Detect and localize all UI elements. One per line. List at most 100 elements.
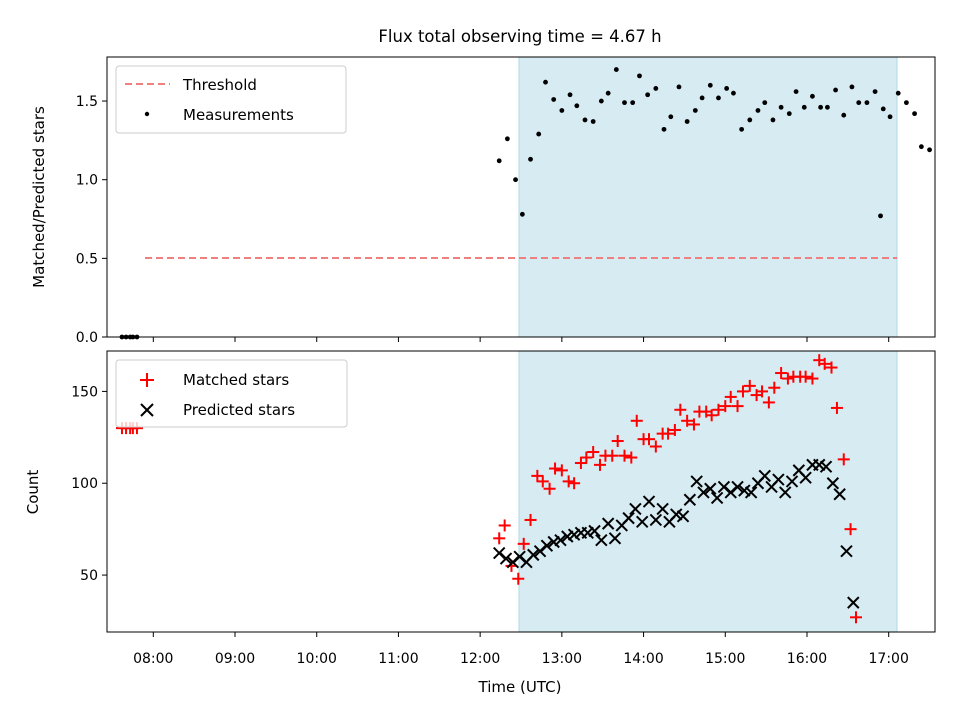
matched-point — [712, 403, 725, 416]
legend-predicted-swatch — [140, 403, 154, 417]
matched-point — [611, 434, 624, 447]
measurement-point — [590, 119, 596, 124]
matched-point — [555, 464, 568, 477]
measurement-point — [653, 86, 659, 91]
measurement-point — [637, 73, 642, 79]
measurement-point — [786, 111, 792, 117]
predicted-point — [710, 491, 724, 505]
top-shaded-span — [518, 56, 898, 338]
top-plot-frame — [106, 56, 936, 338]
measurement-point — [676, 84, 682, 90]
matched-point — [512, 572, 525, 585]
bottom-legend: Matched stars Predicted stars — [115, 359, 348, 428]
measurement-point — [598, 98, 604, 104]
matched-point — [837, 453, 850, 466]
legend-measurements-label: Measurements — [183, 106, 294, 124]
measurement-point — [872, 89, 878, 95]
measurement-point — [878, 213, 883, 219]
predicted-point — [656, 502, 669, 516]
measurement-point — [574, 103, 580, 109]
measurement-point — [793, 89, 799, 95]
x-axis-label: Time (UTC) — [478, 678, 562, 696]
bottom-y-tick-label: 100 — [71, 476, 98, 492]
measurement-point — [841, 112, 847, 118]
matched-point — [536, 475, 549, 488]
measurement-point — [551, 97, 557, 102]
measurement-point — [833, 87, 838, 93]
top-y-axis: 0.0 0.5 1.0 1.5 — [76, 94, 107, 346]
predicted-point — [540, 539, 554, 552]
matched-point — [662, 427, 675, 440]
measurement-point — [622, 100, 627, 106]
matched-point — [498, 519, 511, 532]
predicted-point — [819, 460, 833, 473]
matched-point — [587, 446, 600, 459]
measurement-point — [496, 158, 502, 164]
predicted-point — [785, 475, 799, 488]
bottom-x-tick-label: 14:00 — [623, 651, 663, 667]
legend-predicted-label: Predicted stars — [183, 401, 295, 419]
measurement-point — [684, 119, 690, 124]
matched-point — [743, 379, 756, 392]
predicted-point — [731, 480, 744, 494]
measurement-point — [849, 84, 855, 90]
matched-point — [705, 409, 718, 422]
bottom-y-tick-label: 50 — [80, 568, 98, 584]
legend-measurements-swatch — [144, 111, 150, 117]
matched-point — [731, 400, 744, 413]
predicted-point — [847, 596, 860, 609]
matched-point — [674, 403, 687, 416]
matched-point — [549, 462, 562, 475]
top-y-axis-label: Matched/Predicted stars — [30, 106, 48, 288]
measurement-point — [707, 82, 713, 88]
matched-points — [115, 354, 863, 624]
predicted-point — [499, 552, 513, 565]
measurement-point — [731, 90, 736, 96]
legend-matched-swatch — [140, 373, 154, 387]
matched-point — [493, 532, 506, 545]
bottom-x-tick-label: 17:00 — [869, 651, 909, 667]
matched-point — [668, 423, 681, 436]
top-panel: 0.0 0.5 1.0 1.5 Matched/Predicted stars Thr… — [30, 56, 936, 346]
measurement-point — [528, 156, 533, 162]
measurement-point — [880, 106, 886, 112]
measurement-point — [762, 100, 768, 106]
measurement-point — [543, 79, 548, 85]
predicted-point — [799, 471, 812, 484]
measurement-point — [810, 93, 815, 99]
matched-point — [768, 381, 781, 394]
measurement-point — [912, 111, 917, 117]
matched-point — [562, 475, 575, 488]
measurement-point — [918, 144, 924, 150]
measurement-point — [513, 177, 518, 183]
matched-point — [775, 367, 788, 380]
matched-point — [517, 537, 530, 550]
predicted-point — [758, 469, 771, 483]
matched-point — [574, 457, 587, 470]
matched-point — [593, 458, 606, 471]
matched-point — [850, 611, 863, 624]
top-legend: Threshold Measurements — [115, 65, 347, 134]
measurement-point — [801, 104, 807, 110]
predicted-point — [608, 532, 622, 545]
top-legend-box — [115, 65, 347, 134]
measurement-point — [755, 108, 761, 113]
measurement-point — [504, 136, 510, 142]
matched-point — [830, 401, 843, 414]
matched-point — [543, 482, 556, 495]
measurement-point — [825, 104, 830, 110]
figure-title: Flux total observing time = 4.67 h — [378, 27, 661, 46]
predicted-point — [840, 544, 853, 558]
matched-point — [825, 361, 838, 374]
bottom-plot-frame — [106, 350, 936, 633]
measurement-point — [668, 114, 674, 120]
matched-point — [818, 357, 831, 370]
measurement-point — [692, 108, 698, 113]
measurement-point — [559, 108, 565, 113]
bottom-x-tick-label: 10:00 — [297, 651, 337, 667]
matched-point — [568, 477, 581, 490]
measurement-point — [864, 100, 870, 106]
measurement-point — [605, 90, 611, 96]
measurement-point — [645, 92, 651, 98]
measurement-point — [613, 67, 619, 72]
